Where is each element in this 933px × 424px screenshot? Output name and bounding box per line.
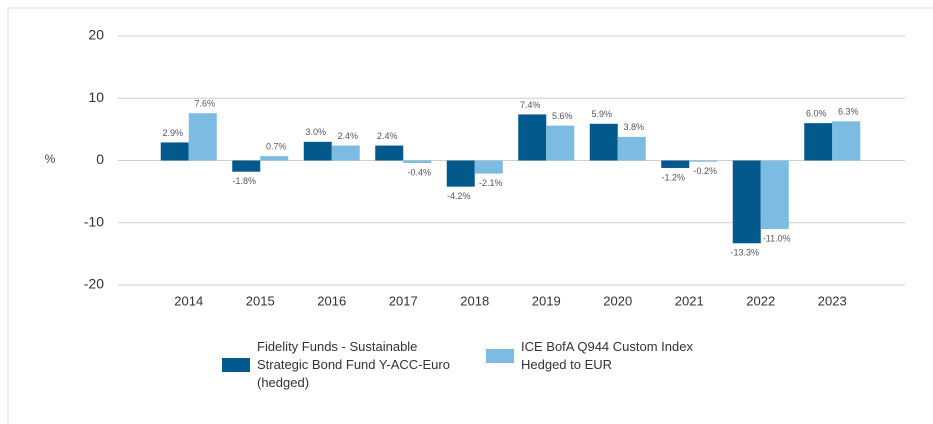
data-label: -11.0%: [763, 233, 791, 243]
data-label: -2.1%: [479, 178, 503, 188]
x-tick-label: 2016: [317, 293, 346, 308]
data-label: 5.6%: [552, 111, 573, 121]
y-tick-label: 10: [88, 89, 104, 105]
bar: [403, 160, 432, 163]
y-tick-label: 0: [96, 151, 104, 167]
bar: [760, 160, 789, 229]
bar: [474, 160, 503, 174]
bar: [732, 160, 761, 244]
bar: [518, 114, 547, 161]
bar: [546, 125, 575, 161]
bar: [617, 136, 646, 161]
y-tick-label: -10: [84, 213, 104, 229]
bar: [260, 156, 289, 161]
data-label: -0.4%: [407, 167, 431, 177]
data-label: 2.9%: [162, 128, 183, 138]
legend-label: Fidelity Funds - Sustainable Strategic B…: [257, 339, 450, 390]
bar: [160, 142, 189, 161]
bar: [804, 123, 833, 161]
data-label: -4.2%: [447, 191, 471, 201]
bar: [446, 160, 475, 187]
data-label: 2.4%: [337, 131, 358, 141]
data-label: 2.4%: [377, 131, 398, 141]
data-label: 0.7%: [266, 142, 287, 152]
bar: [661, 160, 690, 168]
data-label: 3.8%: [623, 122, 644, 132]
x-tick-label: 2018: [460, 293, 489, 308]
data-label: 5.9%: [591, 109, 612, 119]
y-tick-label: 20: [88, 27, 104, 43]
x-tick-label: 2021: [675, 293, 704, 308]
bar: [188, 113, 217, 161]
data-label: -13.3%: [730, 248, 759, 258]
data-label: -1.2%: [661, 172, 685, 182]
bar: [832, 121, 861, 161]
bar: [232, 160, 261, 172]
legend-label: ICE BofA Q944 Custom Index Hedged to EUR: [521, 339, 693, 372]
legend-swatch: [486, 349, 514, 363]
y-axis-label: %: [45, 152, 56, 166]
data-label: 6.0%: [806, 109, 827, 119]
x-tick-label: 2019: [532, 293, 561, 308]
data-label: -1.8%: [232, 176, 256, 186]
y-tick-label: -20: [84, 276, 104, 292]
data-label: 7.4%: [520, 100, 541, 110]
x-tick-label: 2020: [603, 293, 632, 308]
bar: [689, 160, 718, 162]
data-label: 6.3%: [838, 107, 859, 117]
data-label: 3.0%: [305, 127, 326, 137]
legend-item: ICE BofA Q944 Custom Index Hedged to EUR: [486, 338, 706, 374]
x-tick-label: 2023: [818, 293, 847, 308]
legend-swatch: [222, 358, 250, 372]
x-tick-label: 2022: [746, 293, 775, 308]
legend-item: Fidelity Funds - Sustainable Strategic B…: [222, 338, 472, 392]
x-tick-label: 2017: [389, 293, 418, 308]
bar: [375, 145, 404, 161]
data-label: -0.2%: [693, 166, 717, 176]
bar: [589, 123, 618, 161]
data-label: 7.6%: [194, 99, 215, 109]
bar: [331, 145, 360, 161]
x-tick-label: 2014: [174, 293, 203, 308]
bar: [303, 141, 332, 161]
x-tick-label: 2015: [246, 293, 275, 308]
